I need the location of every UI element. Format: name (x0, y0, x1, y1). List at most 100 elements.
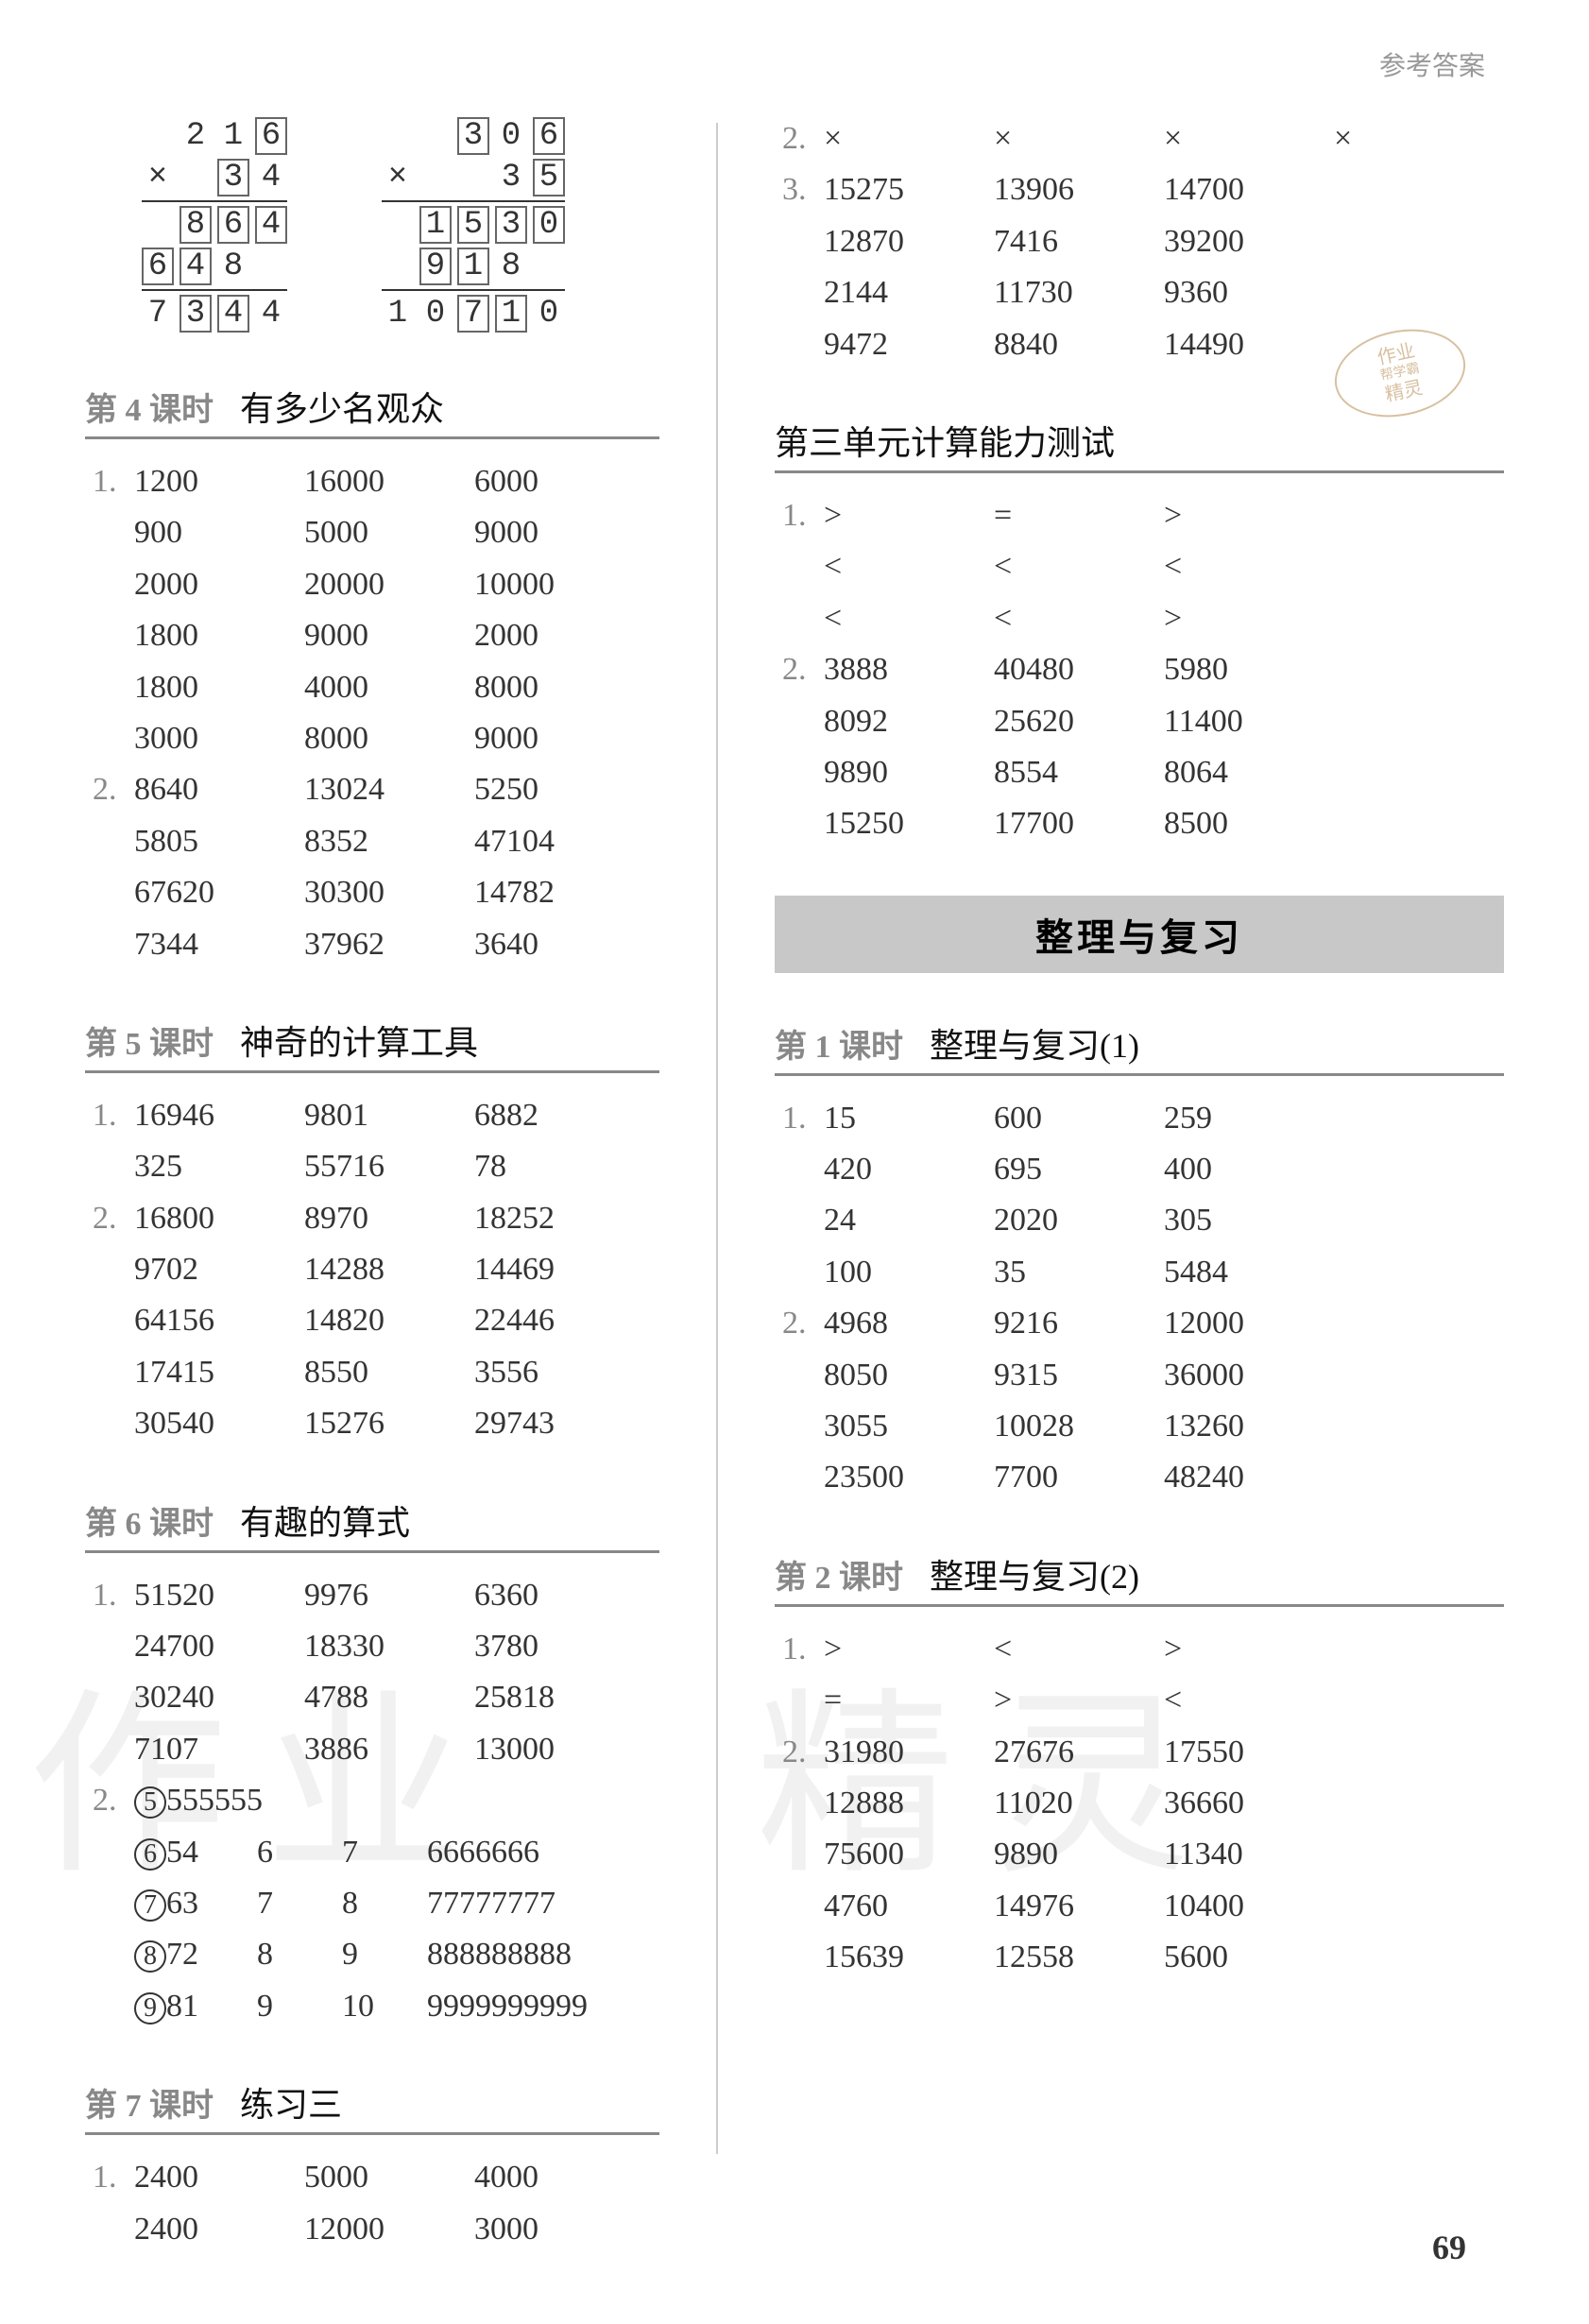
answer-row: 1.5152099766360 (93, 1570, 659, 1621)
answer-value: 14288 (304, 1244, 474, 1295)
answer-row: 75600989011340 (782, 1829, 1504, 1880)
answer-value: 17415 (134, 1347, 304, 1398)
answer-value: 695 (994, 1144, 1164, 1195)
question-number: 1. (782, 1624, 824, 1675)
answer-value: 981 (134, 1981, 257, 2032)
question-number (93, 1672, 134, 1723)
answer-row: 30240478825818 (93, 1672, 659, 1723)
answer-row: =>< (782, 1675, 1504, 1726)
answer-row: 180040008000 (93, 662, 659, 713)
answer-value: 75600 (824, 1829, 994, 1880)
answer-value: 1800 (134, 610, 304, 661)
question-number (93, 919, 134, 970)
answer-value: 9360 (1164, 267, 1334, 318)
answer-value: 5555555 (134, 1775, 304, 1826)
question-number: 1. (93, 1570, 134, 1621)
answer-value: 20000 (304, 559, 474, 610)
question-number (782, 1829, 824, 1880)
column-divider (716, 123, 718, 2154)
digit: 8 (217, 248, 249, 285)
left-column: 216×348646487344 306×35153091810710 第 4 … (85, 57, 659, 2286)
question-number: 2. (93, 764, 134, 815)
answer-value: 4788 (304, 1672, 474, 1723)
answer-row: 7344379623640 (93, 919, 659, 970)
question-number (93, 610, 134, 661)
question-number (93, 1295, 134, 1346)
answer-row: <<< (782, 541, 1504, 592)
answer-value: 13000 (474, 1724, 644, 1775)
answer-row: 12870741639200 (782, 216, 1504, 267)
answer-value: < (1164, 541, 1334, 592)
answer-value: 8 (257, 1929, 342, 1980)
answer-value: 31980 (824, 1727, 994, 1778)
answer-value: 9801 (304, 1090, 474, 1141)
answer-row: 654676666666 (93, 1827, 659, 1878)
digit: 6 (533, 117, 565, 155)
answer-value: 25620 (994, 696, 1164, 747)
digit (382, 248, 414, 285)
answer-row: 90050009000 (93, 507, 659, 558)
answer-value: 4000 (304, 662, 474, 713)
question-number (782, 1144, 824, 1195)
digit: 1 (382, 295, 414, 333)
digit: 3 (457, 117, 489, 155)
question-number (782, 696, 824, 747)
question-number: 2. (782, 1298, 824, 1349)
answer-value: 100 (824, 1247, 994, 1298)
answer-value: 16946 (134, 1090, 304, 1141)
answer-value: 9472 (824, 319, 994, 370)
answer-value: 9216 (994, 1298, 1164, 1349)
answer-value: 36660 (1164, 1778, 1334, 1829)
answer-value: 2400 (134, 2152, 304, 2203)
digit: 4 (217, 295, 249, 333)
section-prefix: 第 2 课时 (775, 1551, 903, 1598)
answer-row: 97021428814469 (93, 1244, 659, 1295)
answer-value: 77777777 (427, 1878, 555, 1929)
answer-value: 11730 (994, 267, 1164, 318)
answer-row: 420695400 (782, 1144, 1504, 1195)
mult-problem-b: 306×35153091810710 (382, 113, 565, 336)
question-number: 1. (782, 1093, 824, 1144)
question-number (93, 1398, 134, 1449)
answer-value: 9702 (134, 1244, 304, 1295)
unit3-answers: 1.>=><<<<<>2.388840480598080922562011400… (782, 490, 1504, 850)
answer-value: 12870 (824, 216, 994, 267)
digit: 1 (495, 295, 527, 333)
question-number (782, 1778, 824, 1829)
question-number: 1. (782, 490, 824, 541)
question-number (782, 593, 824, 644)
digit: 6 (142, 248, 174, 285)
question-number (782, 1195, 824, 1246)
answer-value: 10 (342, 1981, 427, 2032)
answer-value: 12888 (824, 1778, 994, 1829)
answer-value: 16800 (134, 1193, 304, 1244)
answer-row: 242020305 (782, 1195, 1504, 1246)
digit: 7 (142, 295, 174, 333)
answer-value: 30240 (134, 1672, 304, 1723)
answer-value: 18330 (304, 1621, 474, 1672)
review-1-head: 第 1 课时 整理与复习(1) (775, 1018, 1504, 1076)
answer-value: 9315 (994, 1350, 1164, 1401)
answer-row: 3.152751390614700 (782, 164, 1504, 215)
answer-value: 14700 (1164, 164, 1334, 215)
answer-value: 5484 (1164, 1247, 1334, 1298)
question-number: 1. (93, 1090, 134, 1141)
answer-row: 989085548064 (782, 747, 1504, 798)
question-number (93, 1347, 134, 1398)
answer-value: 40480 (994, 644, 1164, 695)
answer-value: 12000 (1164, 1298, 1334, 1349)
answer-value: 8550 (304, 1347, 474, 1398)
answer-value: 600 (994, 1093, 1164, 1144)
digit: 4 (255, 206, 287, 244)
answer-value: > (824, 490, 994, 541)
question-number: 2. (782, 113, 824, 164)
answer-value: 8000 (474, 662, 644, 713)
answer-value: 7416 (994, 216, 1164, 267)
answer-row: 2.3888404805980 (782, 644, 1504, 695)
answer-row: 1741585503556 (93, 1347, 659, 1398)
answer-value: × (994, 113, 1164, 164)
question-number (782, 798, 824, 849)
review-2-head: 第 2 课时 整理与复习(2) (775, 1549, 1504, 1607)
answer-value: 6000 (474, 456, 644, 507)
answer-value: 13260 (1164, 1401, 1334, 1452)
